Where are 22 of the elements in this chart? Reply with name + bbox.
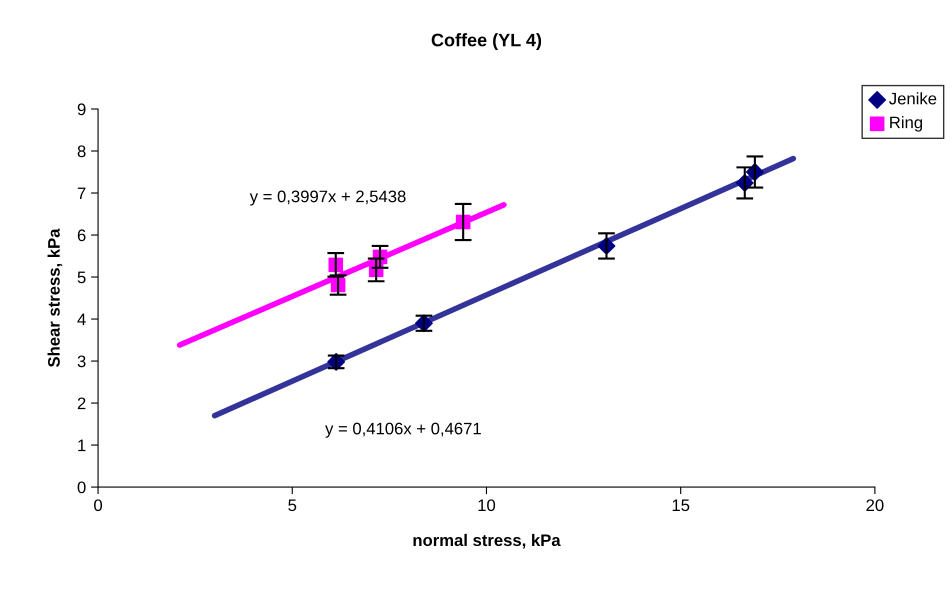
- y-tick-label: 0: [78, 481, 86, 494]
- x-tick-label: 10: [478, 499, 496, 512]
- x-tick-label: 5: [288, 500, 296, 512]
- y-axis-title: Shear stress, kPa: [48, 228, 62, 368]
- y-tick-label: 3: [78, 355, 86, 368]
- chart-title: Coffee (YL 4): [432, 33, 542, 50]
- x-tick-label: 15: [672, 500, 690, 512]
- y-tick-label: 2: [78, 397, 86, 410]
- y-tick-label: 8: [78, 145, 86, 158]
- y-tick-label: 9: [78, 103, 86, 116]
- y-tick-label: 5: [78, 272, 86, 284]
- y-tick-label: 7: [78, 188, 86, 200]
- x-axis-title: normal stress, kPa: [413, 534, 561, 549]
- y-tick-label: 1: [78, 440, 86, 452]
- y-tick-label: 4: [77, 314, 86, 326]
- annotation: y = 0,3997x + 2,5438: [250, 190, 406, 206]
- x-tick-label: 0: [94, 499, 102, 512]
- x-tick-label: 20: [866, 499, 884, 512]
- legend-label: Jenike: [889, 92, 936, 104]
- legend-label: Ring: [890, 116, 922, 132]
- annotation: y = 0,4106x + 0,4671: [325, 422, 481, 438]
- y-tick-label: 6: [78, 229, 86, 242]
